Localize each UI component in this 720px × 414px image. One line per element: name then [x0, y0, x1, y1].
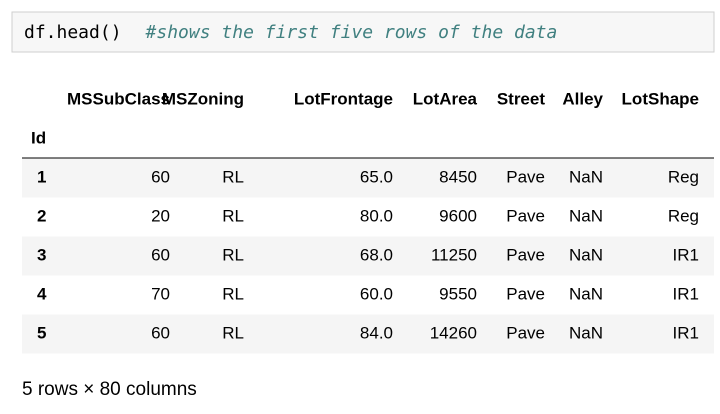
cell: RL [222, 284, 244, 303]
cell: Pave [506, 206, 545, 225]
cell: RL [222, 206, 244, 225]
cell: NaN [569, 206, 603, 225]
cell: 60 [151, 167, 170, 186]
cell: Reg [668, 167, 699, 186]
cell: IR1 [673, 284, 699, 303]
cell: 20 [151, 206, 170, 225]
code-text: df.head() [24, 22, 122, 43]
cell: 9550 [439, 284, 477, 303]
cell: IR1 [673, 245, 699, 264]
index-name: Id [31, 128, 46, 147]
column-header: Street [497, 89, 546, 108]
cell: 60.0 [360, 284, 393, 303]
code: df.head() #shows the first five rows of t… [24, 22, 557, 43]
column-header: LotArea [413, 89, 478, 108]
cell: RL [222, 323, 244, 342]
column-header: LotShape [622, 89, 699, 108]
cell: NaN [569, 167, 603, 186]
cell: 84.0 [360, 323, 393, 342]
cell: 65.0 [360, 167, 393, 186]
code-cell[interactable] [11, 11, 715, 53]
column-header: Alley [562, 89, 603, 108]
cell: 14260 [430, 323, 477, 342]
row-stripe [22, 236, 714, 276]
row-index: 5 [37, 323, 46, 342]
row-stripe [22, 158, 714, 198]
cell: RL [222, 245, 244, 264]
cell: 70 [151, 284, 170, 303]
row-index: 4 [37, 284, 47, 303]
cell: 9600 [439, 206, 477, 225]
cell: RL [222, 167, 244, 186]
row-index: 2 [37, 206, 46, 225]
column-header: LotFrontage [294, 89, 393, 108]
cell: Pave [506, 323, 545, 342]
code-comment: #shows the first five rows of the data [145, 22, 558, 43]
footer: 5 rows × 80 columns [22, 379, 197, 400]
cell: Pave [506, 284, 545, 303]
column-header: MSZoning [162, 89, 244, 108]
cell: Reg [668, 206, 699, 225]
cell: 68.0 [360, 245, 393, 264]
cell: 8450 [439, 167, 477, 186]
cell: 11250 [431, 245, 477, 264]
cell: NaN [569, 245, 603, 264]
cell: 60 [151, 323, 170, 342]
column-header: MSSubClass [67, 89, 170, 108]
cell: 80.0 [360, 206, 393, 225]
cell: NaN [569, 284, 603, 303]
cell: Pave [506, 167, 545, 186]
row-index: 1 [37, 167, 46, 186]
row-stripe [22, 314, 714, 354]
cell: Pave [506, 245, 545, 264]
cell: NaN [569, 323, 603, 342]
row-index: 3 [37, 245, 46, 264]
cell: 60 [151, 245, 170, 264]
cell: IR1 [673, 323, 699, 342]
